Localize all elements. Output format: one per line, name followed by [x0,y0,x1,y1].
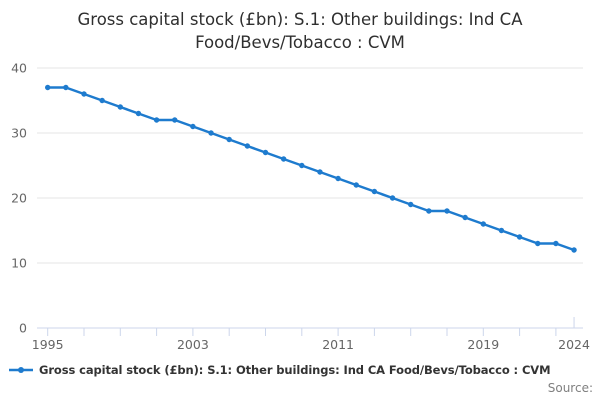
data-point-marker [299,162,305,169]
y-tick-label: 0 [19,321,27,336]
x-tick-label: 1995 [32,337,64,352]
legend-item[interactable]: Gross capital stock (£bn): S.1: Other bu… [8,363,551,377]
data-point-marker [335,175,341,182]
chart-title: Gross capital stock (£bn): S.1: Other bu… [0,8,600,54]
x-tick-label: 2003 [177,337,209,352]
data-point-marker [353,182,359,188]
data-point-marker [535,240,541,247]
data-point-marker [117,104,124,110]
data-point-marker [516,234,523,240]
y-tick-label: 20 [11,191,27,206]
legend-label: Gross capital stock (£bn): S.1: Other bu… [39,363,551,377]
x-tick-label: 2024 [558,337,590,352]
data-point-marker [63,84,69,91]
y-tick-label: 30 [11,126,27,141]
data-point-marker [408,201,414,208]
data-point-marker [444,208,450,214]
data-point-marker [135,110,142,117]
data-point-marker [99,97,105,104]
data-point-marker [389,195,396,201]
data-point-marker [480,221,486,227]
data-point-marker [553,240,559,247]
source-note: Source: [547,381,593,395]
data-point-marker [371,188,378,195]
chart-title-line-2: Food/Bevs/Tobacco : CVM [195,33,405,52]
data-point-marker [571,247,577,253]
data-point-marker [498,227,505,234]
data-point-marker [262,149,269,156]
data-point-marker [244,143,251,149]
y-tick-label: 10 [11,256,27,271]
data-point-marker [153,117,160,123]
legend-series-marker-icon [9,367,33,373]
data-point-marker [208,130,214,136]
data-point-marker [426,208,432,214]
data-point-marker [81,91,87,97]
data-point-marker [462,214,468,221]
y-tick-label: 40 [11,61,27,76]
x-tick-label: 2011 [322,337,354,352]
series-line [46,86,576,252]
data-point-marker [280,156,287,162]
chart-title-line-1: Gross capital stock (£bn): S.1: Other bu… [77,10,523,29]
data-point-marker [172,117,178,123]
data-point-marker [45,84,51,91]
data-point-marker [226,136,232,143]
data-point-marker [190,123,196,130]
data-point-marker [317,169,323,175]
x-tick-label: 2019 [467,337,499,352]
